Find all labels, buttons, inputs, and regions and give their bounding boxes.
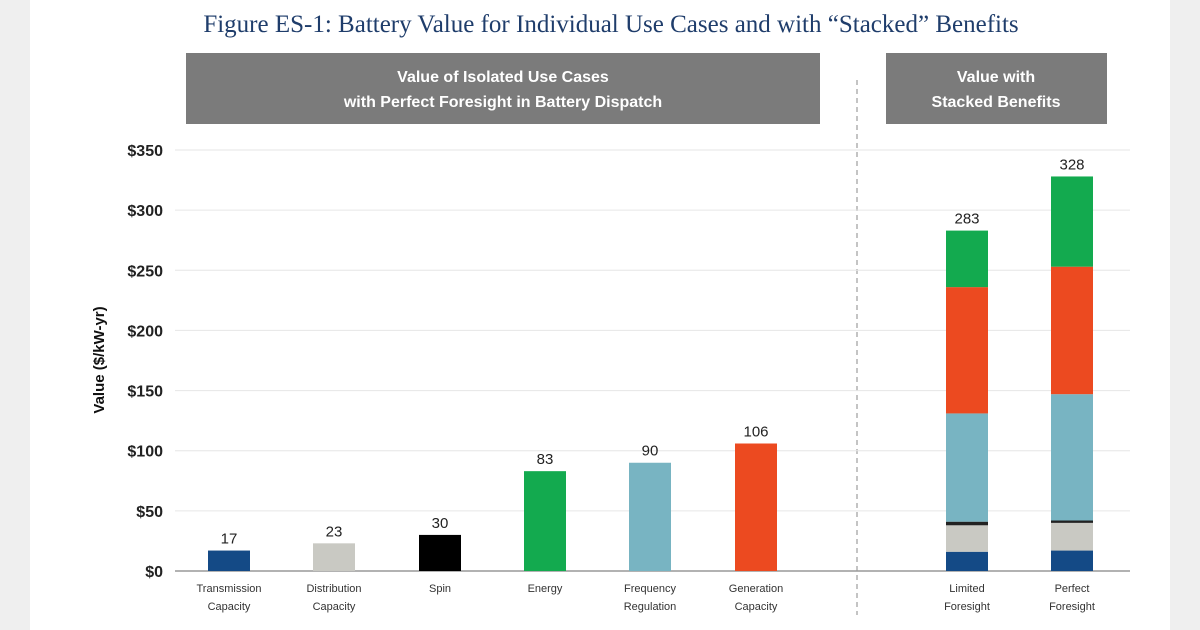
data-label: 30 <box>432 515 449 532</box>
total-label: 328 <box>1059 156 1084 173</box>
y-tick-label: $300 <box>127 203 163 220</box>
x-tick-label: Spin <box>429 583 451 595</box>
x-tick-label: Frequency <box>624 583 676 595</box>
data-label: 83 <box>537 451 554 468</box>
x-tick-label: Transmission <box>197 583 262 595</box>
header-isolated-box <box>186 53 820 124</box>
header-isolated-line1: Value of Isolated Use Cases <box>397 69 609 86</box>
header-isolated-line2: with Perfect Foresight in Battery Dispat… <box>343 94 662 111</box>
stacked-segment <box>1051 522 1093 551</box>
chart: Figure ES-1: Battery Value for Individua… <box>91 11 1130 615</box>
bar <box>313 543 355 571</box>
data-label: 90 <box>642 443 659 460</box>
stacked-segment <box>946 230 988 288</box>
bar <box>208 550 250 571</box>
y-tick-label: $0 <box>145 564 163 581</box>
x-tick-label: Distribution <box>306 583 361 595</box>
stacked-segment <box>946 551 988 571</box>
x-tick-label: Perfect <box>1055 583 1090 595</box>
x-tick-label: Foresight <box>944 601 990 613</box>
x-tick-label: Regulation <box>624 601 677 613</box>
header-stacked: Value with Stacked Benefits <box>886 53 1107 124</box>
bar <box>419 534 461 571</box>
stacked-segment <box>946 525 988 552</box>
x-tick-label: Capacity <box>208 601 251 613</box>
y-tick-label: $150 <box>127 384 163 401</box>
y-tick-label: $250 <box>127 263 163 280</box>
stacked-segment <box>1051 266 1093 395</box>
header-stacked-line2: Stacked Benefits <box>932 94 1061 111</box>
data-label: 17 <box>221 531 238 548</box>
stacked-segment <box>1051 550 1093 571</box>
stacked-segment <box>946 521 988 526</box>
y-tick-label: $50 <box>136 504 163 521</box>
x-tick-label: Generation <box>729 583 783 595</box>
stacked-segment <box>946 287 988 414</box>
stacked-segment <box>1051 394 1093 521</box>
bar <box>735 443 777 571</box>
y-tick-label: $350 <box>127 143 163 160</box>
x-tick-label: Foresight <box>1049 601 1095 613</box>
total-label: 283 <box>954 211 979 228</box>
x-tick-label: Capacity <box>735 601 778 613</box>
y-tick-label: $200 <box>127 323 163 340</box>
stacked-segment <box>1051 176 1093 267</box>
bar <box>524 471 566 571</box>
header-isolated: Value of Isolated Use Cases with Perfect… <box>186 53 820 124</box>
chart-title: Figure ES-1: Battery Value for Individua… <box>203 11 1018 38</box>
x-tick-label: Capacity <box>313 601 356 613</box>
x-tick-label: Limited <box>949 583 984 595</box>
figure-card: Figure ES-1: Battery Value for Individua… <box>30 0 1170 630</box>
stacked-segment <box>946 413 988 522</box>
data-label: 106 <box>743 423 768 440</box>
header-stacked-line1: Value with <box>957 69 1035 86</box>
header-stacked-box <box>886 53 1107 124</box>
bar <box>629 462 671 571</box>
data-label: 23 <box>326 523 343 540</box>
x-tick-label: Energy <box>528 583 563 595</box>
y-tick-label: $100 <box>127 444 163 461</box>
stacked-segment <box>1051 520 1093 523</box>
y-axis-label: Value ($/kW-yr) <box>91 306 108 413</box>
